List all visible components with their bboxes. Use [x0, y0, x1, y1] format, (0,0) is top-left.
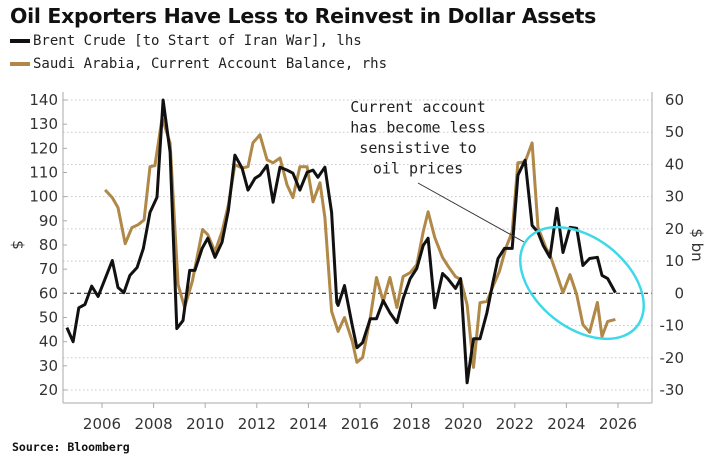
y-right-tick-label: 60 — [665, 91, 684, 109]
y-axis-right: 60 50 40 30 20 10 0 -10 -20 -30 — [660, 91, 685, 399]
x-tick-label: 2008 — [135, 415, 173, 433]
x-tick-label: 2024 — [547, 415, 585, 433]
legend-swatch-saudi — [10, 62, 30, 66]
x-tick-label: 2014 — [289, 415, 327, 433]
legend-label-saudi: Saudi Arabia, Current Account Balance, r… — [33, 56, 388, 72]
y-axis-left-label: $ — [9, 240, 27, 250]
y-left-tick-label: 70 — [39, 260, 58, 278]
legend-swatch-brent — [10, 39, 30, 43]
y-right-tick-label: 10 — [665, 252, 684, 270]
plot-frame — [62, 92, 653, 404]
y-left-tick-label: 80 — [39, 236, 58, 254]
y-right-tick-label: 50 — [665, 123, 684, 141]
y-left-tick-label: 140 — [29, 91, 58, 109]
y-left-tick-label: 60 — [39, 284, 58, 302]
y-left-tick-label: 90 — [39, 212, 58, 230]
y-left-tick-label: 40 — [39, 333, 58, 351]
gridlines — [63, 99, 652, 391]
y-axis-left: 140 130 120 110 100 90 80 70 60 50 40 30 20 — [29, 91, 67, 399]
annotation-text-line: sensistive to — [359, 139, 476, 157]
y-left-tick-label: 130 — [29, 115, 58, 133]
x-tick-label: 2012 — [238, 415, 276, 433]
source-note: Source: Bloomberg — [12, 440, 130, 454]
y-right-tick-label: 30 — [665, 188, 684, 206]
y-right-tick-label: -10 — [660, 317, 685, 335]
highlight-ellipse — [519, 225, 645, 341]
x-tick-label: 2006 — [83, 415, 121, 433]
x-tick-label: 2020 — [444, 415, 482, 433]
x-axis: 2006 2008 2010 2012 2014 2016 2018 2020 2022 2024… — [83, 403, 637, 433]
series-line-brent — [65, 98, 617, 385]
chart-title: Oil Exporters Have Less to Reinvest in D… — [10, 4, 597, 28]
x-tick-label: 2010 — [186, 415, 224, 433]
series-lines — [65, 98, 617, 385]
y-left-tick-label: 30 — [39, 357, 58, 375]
y-right-tick-label: -30 — [660, 381, 685, 399]
y-right-tick-label: 0 — [674, 284, 684, 302]
legend-item-saudi: Saudi Arabia, Current Account Balance, r… — [10, 56, 387, 72]
x-tick-label: 2026 — [599, 415, 637, 433]
annotation-text-line: has become less — [350, 119, 485, 137]
annotation-text-line: Current account — [350, 98, 485, 116]
y-axis-right-label: $ bn — [688, 228, 706, 261]
y-right-tick-label: -20 — [660, 349, 685, 367]
y-left-tick-label: 110 — [29, 164, 58, 182]
y-right-tick-label: 20 — [665, 220, 684, 238]
y-right-tick-label: 40 — [665, 155, 684, 173]
annotation: Current account has become less sensistive… — [350, 98, 645, 341]
x-tick-label: 2022 — [496, 415, 534, 433]
x-tick-label: 2018 — [393, 415, 431, 433]
y-left-tick-label: 120 — [29, 139, 58, 157]
annotation-pointer-line — [417, 182, 525, 243]
x-tick-label: 2016 — [341, 415, 379, 433]
series-line-saudi — [104, 116, 616, 369]
y-left-tick-label: 50 — [39, 309, 58, 327]
legend-label-brent: Brent Crude [to Start of Iran War], lhs — [33, 33, 362, 49]
annotation-text-line: oil prices — [373, 160, 463, 178]
y-left-tick-label: 20 — [39, 381, 58, 399]
legend-item-brent: Brent Crude [to Start of Iran War], lhs — [10, 33, 362, 49]
y-left-tick-label: 100 — [29, 188, 58, 206]
